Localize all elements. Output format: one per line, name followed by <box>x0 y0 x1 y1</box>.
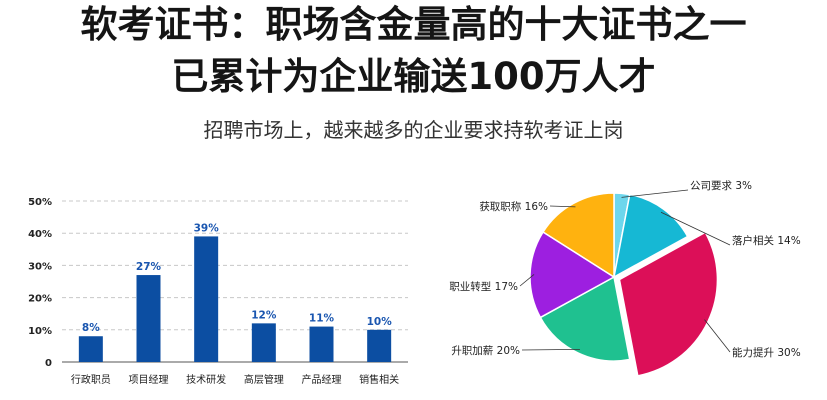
bar <box>136 275 161 362</box>
pie-slice-label: 落户相关 14% <box>732 234 801 247</box>
x-category-label: 高层管理 <box>244 373 284 386</box>
pie-slice-label: 升职加薪 20% <box>451 345 520 357</box>
page-title-line-1: 软考证书：职场含金量高的十大证书之一 <box>80 3 747 46</box>
bar-data-label: 8% <box>82 322 100 334</box>
pie-slice <box>542 192 615 279</box>
bar <box>367 329 392 362</box>
pie-slice-label: 能力提升 30% <box>732 346 801 359</box>
y-tick-label: 20% <box>28 294 52 305</box>
x-category-label: 销售相关 <box>359 373 399 386</box>
pie-slice <box>539 275 631 362</box>
bar-chart: 0 10% 20% 30% 40% 50% 8% 行政职员 27% 项目经理 39% 技术研发 12% 高… <box>28 197 408 386</box>
pie-leader-line <box>660 211 731 246</box>
pie-slice-label: 职业转型 17% <box>449 280 518 293</box>
bar-data-label: 27% <box>136 261 162 273</box>
bar-data-label: 11% <box>309 313 335 325</box>
bar-data-label: 39% <box>194 222 220 234</box>
y-tick-label: 0 <box>45 358 52 369</box>
bar <box>309 326 334 362</box>
page-title-line-2: 已累计为企业输送100万人才 <box>171 55 656 98</box>
x-category-label: 行政职员 <box>71 373 111 386</box>
pie-slice <box>618 231 719 377</box>
y-tick-label: 30% <box>28 261 52 272</box>
pie-slice <box>529 230 616 319</box>
x-category-label: 产品经理 <box>302 373 342 386</box>
pie-leader-line <box>704 319 731 353</box>
bar <box>251 323 276 362</box>
pie-leader-line <box>519 274 535 287</box>
pie-leader-line <box>621 189 689 198</box>
pie-slice <box>612 193 689 279</box>
pie-chart: 公司要求 3% 落户相关 14% 能力提升 30% 升职加薪 20% 职业转型 17% 获… <box>449 180 801 377</box>
pie-slice-label: 获取职称 16% <box>479 200 548 213</box>
x-category-label: 技术研发 <box>186 373 226 386</box>
pie-leader-line <box>549 205 576 208</box>
pie-leader-line <box>521 348 580 351</box>
bar-data-label: 10% <box>367 316 393 328</box>
pie-slice-label: 公司要求 3% <box>690 180 752 192</box>
x-category-label: 项目经理 <box>129 373 169 386</box>
bar-data-label: 12% <box>251 309 277 321</box>
bar <box>194 236 219 362</box>
y-tick-label: 40% <box>28 229 52 240</box>
y-tick-label: 50% <box>28 197 52 208</box>
page-subtitle: 招聘市场上，越来越多的企业要求持软考证上岗 <box>203 118 624 142</box>
bar <box>78 336 103 362</box>
y-tick-label: 10% <box>28 326 52 337</box>
